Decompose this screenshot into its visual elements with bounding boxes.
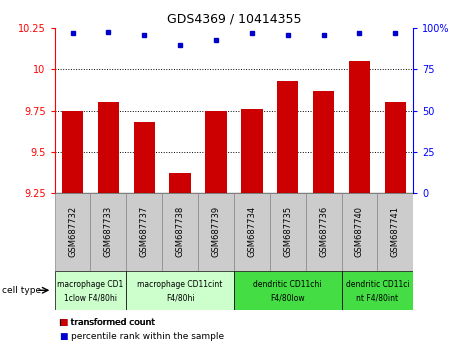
Bar xyxy=(91,193,126,271)
Text: GSM687733: GSM687733 xyxy=(104,206,113,257)
Text: dendritic CD11chi: dendritic CD11chi xyxy=(254,280,322,289)
Bar xyxy=(198,193,234,271)
Bar xyxy=(313,91,334,193)
Text: 1clow F4/80hi: 1clow F4/80hi xyxy=(64,293,117,303)
Text: GSM687741: GSM687741 xyxy=(391,206,400,257)
Bar xyxy=(342,193,378,271)
Bar xyxy=(385,102,406,193)
Bar xyxy=(133,122,155,193)
Bar xyxy=(270,193,306,271)
Text: ■: ■ xyxy=(59,332,68,341)
Text: nt F4/80int: nt F4/80int xyxy=(356,293,399,303)
Bar xyxy=(342,271,413,310)
Text: GSM687735: GSM687735 xyxy=(283,206,292,257)
Bar xyxy=(241,109,263,193)
Text: GSM687736: GSM687736 xyxy=(319,206,328,257)
Text: cell type: cell type xyxy=(2,286,41,295)
Bar xyxy=(98,102,119,193)
Text: macrophage CD1: macrophage CD1 xyxy=(57,280,124,289)
Bar xyxy=(162,193,198,271)
Bar xyxy=(205,111,227,193)
Bar xyxy=(55,271,126,310)
Text: macrophage CD11cint: macrophage CD11cint xyxy=(137,280,223,289)
Bar xyxy=(378,193,413,271)
Text: ■: ■ xyxy=(59,318,68,327)
Text: F4/80low: F4/80low xyxy=(270,293,305,303)
Bar xyxy=(277,81,298,193)
Text: transformed count: transformed count xyxy=(71,318,155,327)
Text: GSM687740: GSM687740 xyxy=(355,206,364,257)
Text: GSM687732: GSM687732 xyxy=(68,206,77,257)
Text: ■ transformed count: ■ transformed count xyxy=(59,318,155,327)
Bar xyxy=(349,61,370,193)
Text: F4/80hi: F4/80hi xyxy=(166,293,194,303)
Title: GDS4369 / 10414355: GDS4369 / 10414355 xyxy=(167,13,301,26)
Bar xyxy=(234,271,342,310)
Text: dendritic CD11ci: dendritic CD11ci xyxy=(346,280,409,289)
Text: GSM687737: GSM687737 xyxy=(140,206,149,257)
Bar xyxy=(234,193,270,271)
Bar xyxy=(170,173,191,193)
Text: GSM687734: GSM687734 xyxy=(247,206,257,257)
Bar xyxy=(126,193,162,271)
Bar xyxy=(126,271,234,310)
Bar xyxy=(306,193,342,271)
Text: percentile rank within the sample: percentile rank within the sample xyxy=(71,332,224,341)
Text: GSM687738: GSM687738 xyxy=(176,206,185,257)
Bar xyxy=(62,111,83,193)
Text: GSM687739: GSM687739 xyxy=(211,206,220,257)
Bar xyxy=(55,193,91,271)
